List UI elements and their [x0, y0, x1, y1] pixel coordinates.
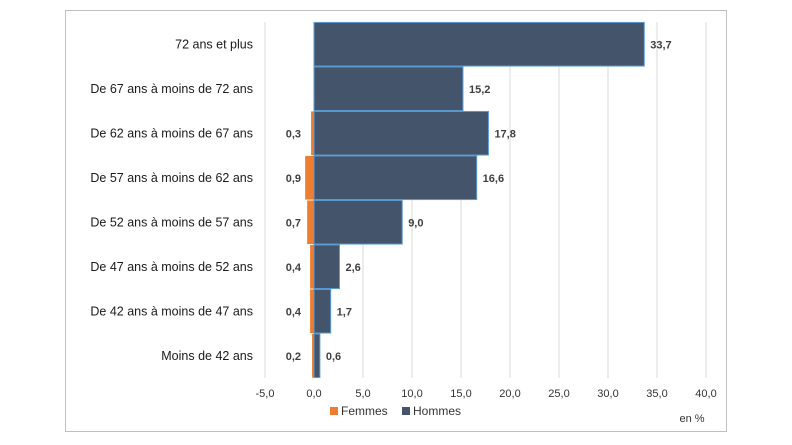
- bar-femmes: [310, 244, 314, 289]
- category-label: 72 ans et plus: [175, 37, 253, 51]
- data-label-hommes: 17,8: [494, 128, 515, 140]
- bar-femmes: [307, 200, 314, 245]
- data-label-femmes: 0,4: [286, 306, 302, 318]
- unit-label: en %: [679, 413, 704, 425]
- bar-hommes: [313, 66, 464, 112]
- x-tick-label: 5,0: [355, 388, 370, 400]
- bar-hommes: [313, 21, 645, 67]
- legend-label-hommes: Hommes: [413, 404, 461, 418]
- bar-femmes: [310, 289, 314, 334]
- bars: [305, 21, 645, 379]
- data-label-hommes: 2,6: [345, 262, 360, 274]
- x-tick-label: 20,0: [499, 388, 520, 400]
- bar-hommes: [313, 333, 321, 379]
- data-label-hommes: 9,0: [408, 217, 423, 229]
- category-label: De 47 ans à moins de 52 ans: [90, 260, 253, 274]
- data-label-hommes: 15,2: [469, 84, 490, 96]
- x-tick-label: -5,0: [256, 388, 275, 400]
- labels: -5,0 0,0 5,0 10,0 15,0 20,0 25,0 30,0 35,0 40,0 72…: [90, 37, 716, 400]
- category-label: Moins de 42 ans: [161, 349, 253, 363]
- category-label: De 62 ans à moins de 67 ans: [90, 126, 253, 140]
- data-label-femmes: 0,7: [286, 217, 301, 229]
- data-label-hommes: 0,6: [326, 351, 341, 363]
- data-label-hommes: 1,7: [337, 306, 352, 318]
- data-label-femmes: 0,4: [286, 262, 302, 274]
- bar-femmes: [305, 155, 314, 200]
- bar-femmes: [311, 111, 314, 156]
- category-label: De 57 ans à moins de 62 ans: [90, 171, 253, 185]
- category-label: De 67 ans à moins de 72 ans: [90, 82, 253, 96]
- category-label: De 52 ans à moins de 57 ans: [90, 215, 253, 229]
- bar-femmes: [312, 333, 314, 378]
- x-tick-label: 30,0: [597, 388, 618, 400]
- data-label-femmes: 0,3: [286, 128, 301, 140]
- data-label-hommes: 16,6: [483, 173, 504, 185]
- x-tick-label: 15,0: [450, 388, 471, 400]
- legend: Femmes Hommes en %: [330, 404, 705, 425]
- bar-hommes: [313, 155, 478, 201]
- data-label-hommes: 33,7: [650, 39, 671, 51]
- bar-hommes: [313, 244, 340, 290]
- legend-swatch-hommes: [402, 407, 410, 415]
- bar-hommes: [313, 110, 489, 156]
- bar-hommes: [313, 288, 332, 334]
- x-tick-label: 25,0: [548, 388, 569, 400]
- bar-hommes: [313, 199, 403, 245]
- x-tick-label: 0,0: [306, 388, 321, 400]
- legend-swatch-femmes: [330, 407, 338, 415]
- x-tick-label: 35,0: [646, 388, 667, 400]
- data-label-femmes: 0,9: [286, 173, 301, 185]
- x-tick-label: 10,0: [401, 388, 422, 400]
- x-tick-label: 40,0: [695, 388, 716, 400]
- data-label-femmes: 0,2: [286, 351, 301, 363]
- category-label: De 42 ans à moins de 47 ans: [90, 304, 253, 318]
- legend-label-femmes: Femmes: [341, 404, 388, 418]
